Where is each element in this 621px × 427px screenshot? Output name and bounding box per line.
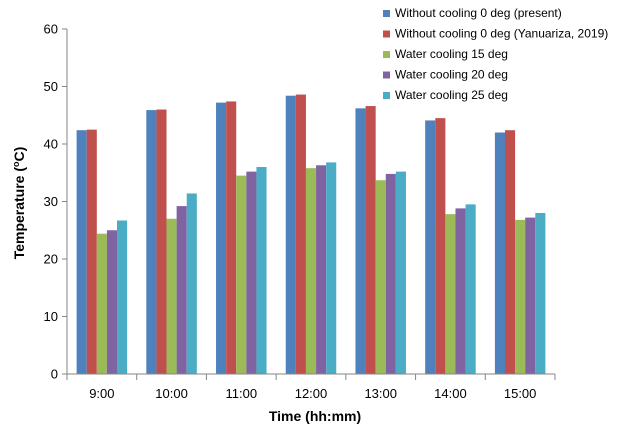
bar (355, 108, 366, 374)
legend-swatch (383, 30, 390, 38)
legend-label: Water cooling 20 deg (395, 68, 508, 82)
bar (216, 102, 227, 374)
y-axis-title: Temperature (oC) (11, 147, 27, 260)
bar (285, 95, 296, 374)
bar (186, 193, 197, 374)
plot-area (76, 94, 546, 375)
bar (106, 230, 118, 374)
bar (146, 110, 157, 374)
bar (295, 94, 306, 375)
bar (385, 173, 396, 374)
bar (445, 214, 456, 374)
x-tick-label: 9:00 (89, 386, 114, 401)
bar (375, 180, 386, 374)
bar (236, 175, 247, 374)
bar (425, 120, 436, 374)
bar (435, 118, 446, 374)
bar (494, 132, 505, 374)
bar (515, 219, 526, 374)
y-tick-label: 50 (44, 79, 58, 94)
bar (166, 218, 177, 374)
y-tick-label: 10 (44, 309, 58, 324)
bar (226, 101, 237, 374)
bar (256, 167, 267, 374)
bar (176, 206, 187, 374)
bar (535, 213, 546, 374)
bar (305, 168, 317, 374)
x-tick-label: 15:00 (504, 386, 537, 401)
bar (504, 130, 516, 374)
y-tick-label: 30 (44, 194, 58, 209)
legend-label: Without cooling 0 deg (Yanuariza, 2019) (395, 27, 608, 41)
y-axis-title-unit: C) (11, 147, 27, 162)
x-axis-title: Time (hh:mm) (269, 408, 361, 424)
legend-label: Water cooling 25 deg (395, 88, 508, 102)
y-tick-label: 0 (51, 367, 58, 382)
bar (465, 204, 476, 374)
x-tick-label: 11:00 (225, 386, 257, 401)
legend-label: Without cooling 0 deg (present) (395, 6, 562, 20)
legend-swatch (383, 71, 390, 79)
legend-swatch (383, 10, 390, 17)
bar (395, 171, 406, 374)
y-axis-title-degree: o (11, 161, 21, 167)
x-tick-label: 12:00 (295, 386, 328, 401)
bar (365, 106, 376, 375)
x-tick-label: 13:00 (364, 386, 397, 401)
legend-label: Water cooling 15 deg (395, 47, 508, 61)
legend: Without cooling 0 deg (present) Without c… (383, 6, 608, 102)
bar (156, 109, 167, 374)
legend-swatch (383, 92, 390, 99)
bar (316, 165, 327, 374)
bar (326, 162, 337, 374)
bar (96, 233, 107, 374)
y-axis: 0 10 20 30 40 50 60 (44, 22, 68, 382)
bar (76, 130, 87, 374)
x-axis: 9:00 10:00 11:00 12:00 13:00 14:00 15:00 (66, 373, 556, 401)
bar (525, 217, 536, 374)
x-tick-label: 14:00 (434, 386, 467, 401)
x-tick-label: 10:00 (155, 386, 188, 401)
bar (455, 208, 466, 374)
legend-swatch (383, 51, 390, 58)
y-tick-label: 60 (44, 22, 58, 37)
y-tick-label: 20 (44, 252, 58, 267)
y-tick-label: 40 (44, 137, 58, 152)
bar (246, 171, 257, 374)
bar (117, 220, 128, 374)
bar (86, 129, 97, 374)
y-axis-title-text: Temperature ( (11, 167, 27, 260)
